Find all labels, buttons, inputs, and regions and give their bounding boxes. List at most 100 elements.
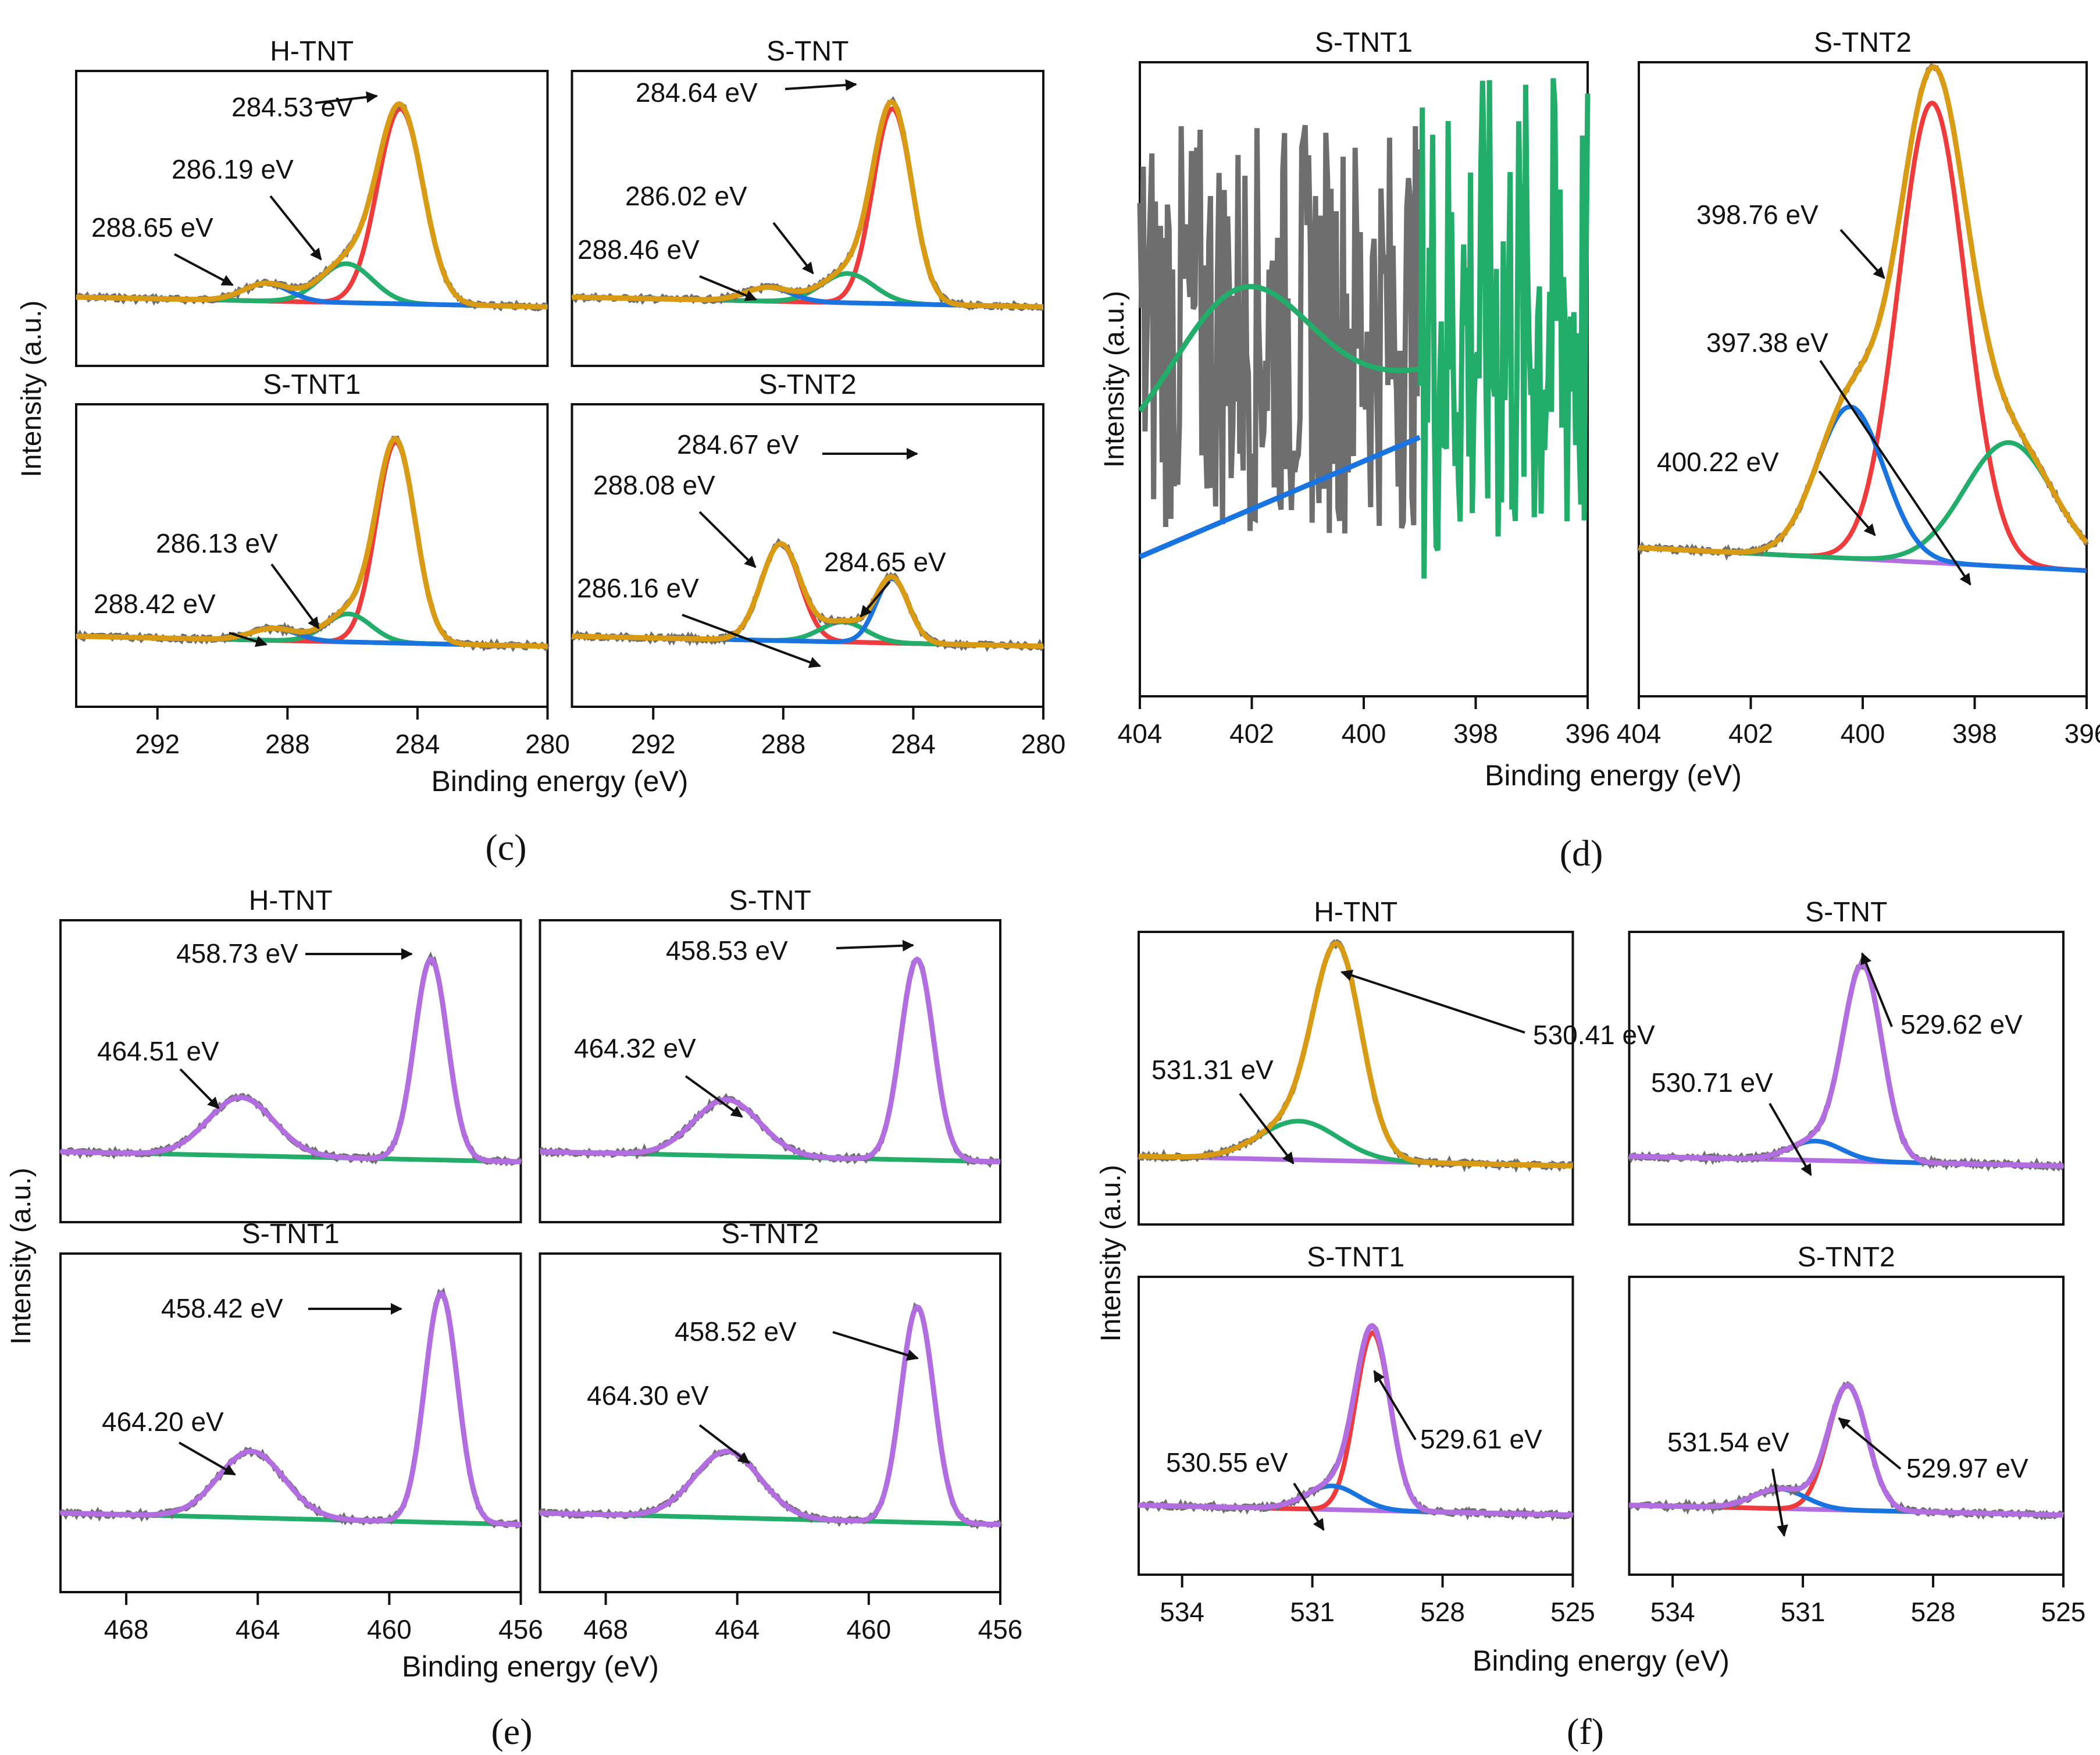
fit-envelope [60, 956, 521, 1165]
y-axis-label: Intensity (a.u.) [16, 300, 47, 477]
peak-label: 458.52 eV [675, 1316, 797, 1347]
panel-frame [571, 403, 1044, 708]
panel-s-tnt2: S-TNT2 458.52 eV 464.30 eV [537, 1219, 1003, 1593]
x-axis-label: Binding energy (eV) [432, 765, 689, 798]
x-tick-label: 531 [1290, 1597, 1335, 1627]
fit-envelope [1139, 941, 1573, 1169]
peak-arrow [836, 939, 914, 952]
panel-title: H-TNT [1314, 897, 1397, 928]
peak-label: 286.19 eV [172, 154, 294, 184]
y-axis-label: Intensity (a.u.) [1099, 291, 1130, 468]
peak-arrow [772, 222, 814, 275]
panel-frame [1628, 1276, 2065, 1576]
peak-arrow [179, 1068, 220, 1109]
panel-title: S-TNT1 [263, 369, 361, 400]
raw-spectrum [1137, 124, 1422, 534]
peak-label: 530.41 eV [1533, 1020, 1655, 1050]
raw-spectrum [1138, 1323, 1575, 1522]
peak-arrow [699, 275, 757, 301]
raw-spectrum [1636, 63, 2089, 561]
peak-arrow [1819, 359, 1971, 586]
x-axis-label: Binding energy (eV) [402, 1650, 659, 1683]
peak-label: 284.65 eV [824, 547, 946, 577]
peak-arrow [315, 91, 378, 104]
peak-label: 400.22 eV [1657, 447, 1779, 477]
x-tick-label: 288 [761, 729, 805, 759]
y-axis-label: Intensity (a.u.) [6, 1167, 37, 1344]
panel-frame [571, 70, 1044, 367]
panel-s-tnt: S-TNT 529.62 eV 530.71 eV [1627, 897, 2066, 1226]
panel-frame [1638, 61, 2088, 697]
x-tick-label: 460 [846, 1614, 891, 1644]
peak-label: 286.02 eV [625, 181, 747, 211]
panel-s-tnt2: S-TNT2 529.97 eV 531.54 eV [1628, 1242, 2065, 1576]
panel-frame [1628, 931, 2065, 1226]
x-tick-label: 525 [1550, 1597, 1595, 1627]
peak-label: 458.73 eV [176, 938, 298, 969]
panel-frame [59, 1252, 522, 1593]
panel-s-tnt1: S-TNT1 [1137, 27, 1591, 697]
peak-arrow [270, 563, 320, 629]
raw-spectrum-tail [1418, 78, 1591, 579]
panel-title: S-TNT [1805, 897, 1887, 928]
x-tick-label: 468 [583, 1614, 628, 1644]
background-line [1139, 435, 1421, 560]
peak-label: 284.53 eV [231, 92, 354, 122]
panel-title: H-TNT [249, 885, 333, 916]
peak-label: 458.53 eV [666, 935, 788, 966]
peak-arrow [698, 511, 757, 568]
peak-label: 464.30 eV [587, 1380, 709, 1411]
peak-label: 288.08 eV [593, 470, 715, 500]
panel-title: S-TNT [729, 885, 811, 916]
panel-h-tnt: H-TNT 458.73 eV 464.51 eV [59, 885, 523, 1223]
peak-label: 464.32 eV [574, 1033, 696, 1063]
peak-arrow [1860, 952, 1893, 1027]
x-tick-label: 284 [891, 729, 936, 759]
panel-title: S-TNT2 [1814, 27, 1912, 58]
peak-label: 531.31 eV [1151, 1055, 1274, 1085]
peak-label: 464.51 eV [97, 1036, 219, 1066]
x-tick-label: 396 [2065, 718, 2100, 749]
fit-envelope [76, 436, 548, 649]
panel-frame [59, 919, 522, 1223]
peak-label: 458.42 eV [161, 1293, 283, 1323]
raw-spectrum [1627, 957, 2066, 1172]
fit-component [1138, 284, 1420, 413]
x-tick-label: 464 [236, 1614, 280, 1644]
fit-envelope [572, 541, 1044, 649]
peak-arrow [269, 195, 322, 261]
x-tick-label: 400 [1841, 718, 1885, 749]
panel-frame [1138, 931, 1574, 1226]
panel-frame [539, 1252, 1001, 1593]
component-peak [76, 106, 548, 309]
x-tick-label: 280 [1021, 729, 1066, 759]
x-tick-label: 398 [1952, 718, 1997, 749]
x-tick-label: 284 [395, 729, 440, 759]
peak-label: 529.62 eV [1901, 1009, 2023, 1040]
fit-envelope [540, 956, 1001, 1165]
figure-caption: (d) [1560, 832, 1603, 874]
x-tick-label: 402 [1728, 718, 1773, 749]
panel-title: S-TNT2 [1798, 1242, 1895, 1273]
x-tick-label: 525 [2041, 1597, 2086, 1627]
x-tick-label: 404 [1118, 718, 1163, 749]
fit-envelope [1638, 64, 2089, 555]
x-tick-label: 534 [1650, 1597, 1695, 1627]
x-tick-label: 531 [1781, 1597, 1826, 1627]
x-tick-label: 396 [1566, 718, 1610, 749]
fit-envelope [76, 101, 548, 309]
x-tick-label: 402 [1229, 718, 1274, 749]
panel-frame [75, 403, 549, 708]
peak-arrow [785, 79, 857, 91]
raw-spectrum [76, 101, 548, 312]
figure-caption: (e) [491, 1711, 532, 1752]
x-tick-label: 464 [715, 1614, 760, 1644]
peak-label: 286.16 eV [577, 573, 699, 603]
peak-label: 288.46 eV [577, 234, 700, 265]
panel-frame [1138, 1276, 1574, 1576]
panel-h-tnt: H-TNT 284.53 eV 286.19 eV 288.65 eV [75, 36, 549, 367]
peak-label: 531.54 eV [1667, 1427, 1789, 1457]
peak-arrow [229, 632, 268, 647]
x-axis-label: Binding energy (eV) [1473, 1644, 1730, 1677]
